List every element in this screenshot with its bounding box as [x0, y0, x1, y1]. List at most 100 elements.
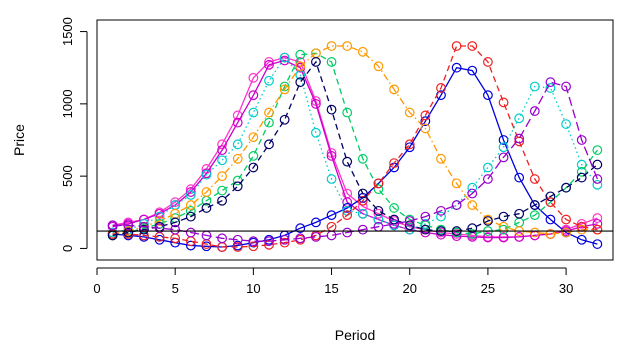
data-point	[576, 224, 587, 235]
y-axis-title: Price	[11, 124, 27, 156]
data-point	[498, 142, 509, 153]
data-point	[139, 224, 149, 235]
series-1	[107, 52, 603, 242]
series-line	[112, 56, 598, 234]
data-point	[232, 181, 243, 192]
data-point	[561, 182, 571, 193]
data-point	[357, 195, 368, 206]
data-point	[592, 239, 603, 249]
data-point	[326, 151, 337, 161]
y-tick-label: 1000	[60, 89, 75, 118]
data-point	[545, 83, 556, 93]
data-point	[436, 229, 446, 240]
data-point	[451, 178, 462, 189]
data-point	[185, 205, 196, 216]
data-point	[357, 208, 368, 219]
data-point	[217, 233, 227, 244]
data-point	[467, 223, 478, 234]
series-line	[112, 45, 598, 248]
data-point	[404, 139, 415, 150]
data-point	[264, 117, 274, 128]
data-point	[576, 159, 587, 170]
data-point	[420, 123, 431, 134]
data-point	[185, 240, 196, 251]
data-point	[436, 205, 446, 216]
data-point	[529, 106, 540, 116]
data-point	[279, 84, 290, 95]
data-point	[185, 211, 196, 222]
data-point	[264, 139, 274, 150]
data-point	[592, 159, 603, 170]
y-tick-label: 500	[60, 165, 75, 187]
series-3	[107, 62, 603, 252]
data-point	[264, 75, 274, 86]
data-point	[514, 136, 525, 147]
data-point	[514, 231, 525, 242]
data-point	[326, 174, 337, 184]
data-point	[389, 214, 399, 225]
data-point	[483, 162, 493, 173]
data-point	[217, 145, 227, 156]
data-point	[576, 218, 587, 229]
data-point	[373, 61, 384, 72]
plot-frame	[96, 19, 614, 261]
series-2	[107, 55, 603, 243]
data-point	[576, 234, 587, 245]
data-point	[561, 119, 571, 129]
series-5	[107, 48, 603, 241]
x-axis: 0 5 10 15 20 25 30	[93, 267, 573, 296]
series-line	[112, 60, 598, 237]
data-point	[420, 110, 431, 121]
data-point	[154, 216, 165, 226]
data-point	[154, 223, 165, 234]
data-point	[529, 174, 540, 184]
data-point	[373, 205, 384, 216]
data-point	[248, 107, 259, 118]
data-point	[545, 197, 556, 208]
y-tick-label: 0	[60, 245, 75, 252]
data-point	[420, 224, 431, 235]
data-point	[264, 59, 274, 70]
data-point	[326, 210, 337, 221]
x-tick-label: 20	[402, 281, 416, 296]
data-point	[279, 81, 290, 92]
data-point	[342, 227, 353, 238]
data-point	[483, 90, 493, 101]
data-point	[342, 41, 353, 51]
data-point	[436, 83, 446, 93]
data-point	[389, 218, 399, 229]
x-tick-label: 30	[559, 281, 573, 296]
data-point	[248, 162, 259, 173]
data-point	[373, 178, 384, 189]
data-point	[357, 224, 368, 235]
data-point	[295, 233, 306, 244]
data-point	[185, 227, 196, 238]
data-point	[248, 236, 259, 247]
data-point	[451, 231, 462, 242]
data-point	[576, 166, 587, 177]
data-point	[295, 49, 306, 60]
data-point	[248, 90, 259, 101]
data-point	[498, 211, 509, 222]
data-point	[561, 227, 571, 238]
y-tick-label: 1500	[60, 17, 75, 46]
data-point	[545, 77, 556, 88]
data-point	[232, 139, 243, 150]
data-point	[467, 229, 478, 239]
data-point	[217, 195, 227, 206]
data-point	[545, 191, 556, 202]
data-point	[467, 182, 478, 193]
data-point	[514, 133, 525, 144]
data-point	[311, 217, 321, 228]
data-point	[201, 169, 212, 180]
data-point	[529, 81, 540, 92]
data-point	[498, 152, 509, 163]
data-point	[483, 216, 493, 226]
data-point	[279, 237, 290, 248]
data-point	[279, 52, 290, 63]
data-point	[420, 211, 431, 222]
data-point	[483, 174, 493, 184]
x-tick-label: 25	[481, 281, 495, 296]
data-point	[342, 156, 353, 167]
data-point	[498, 224, 509, 235]
